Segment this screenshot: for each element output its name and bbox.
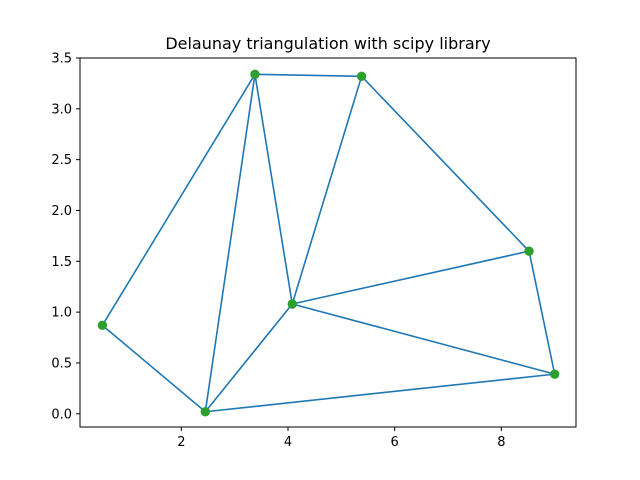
x-tick-label: 2 (177, 435, 185, 450)
y-tick-label: 3.5 (51, 52, 72, 67)
y-tick-label: 1.5 (51, 255, 72, 270)
triangulation-edge (101, 73, 256, 327)
triangulation-edge (291, 303, 556, 375)
y-axis-ticks: 0.0 0.5 1.0 1.5 2.0 2.5 3.0 3.5 (51, 52, 80, 422)
chart-title: Delaunay triangulation with scipy librar… (165, 34, 490, 53)
data-point (356, 71, 367, 81)
data-point (250, 69, 260, 79)
y-tick-label: 2.5 (51, 153, 72, 168)
y-tick-label: 0.0 (51, 407, 72, 422)
triangulation-edge (291, 250, 530, 305)
plot-area-frame (79, 57, 577, 428)
y-tick-label: 0.5 (51, 356, 72, 371)
y-tick-label: 3.0 (51, 102, 72, 117)
data-point (549, 369, 560, 379)
triangulation-edge (254, 73, 294, 305)
data-point (200, 407, 211, 417)
triangulation-edge (101, 324, 207, 413)
triangulation-edge (360, 75, 530, 252)
triangulation-edge (204, 373, 556, 413)
data-point (287, 299, 297, 309)
triangulation-edge (291, 75, 363, 305)
x-tick-label: 8 (497, 435, 505, 450)
triangulation-edge (528, 250, 556, 375)
x-tick-label: 6 (391, 435, 399, 450)
y-tick-label: 2.0 (51, 204, 72, 219)
data-point (524, 246, 534, 256)
x-tick-label: 4 (284, 435, 292, 450)
y-tick-label: 1.0 (51, 306, 72, 321)
data-points (97, 69, 560, 417)
triangulation-edge (204, 303, 294, 413)
triangulation-edge (204, 73, 256, 413)
triangulation-edge (254, 73, 363, 78)
x-axis-ticks: 2 4 6 8 (177, 427, 505, 450)
triangulation-edges (101, 73, 556, 413)
data-point (97, 320, 108, 331)
